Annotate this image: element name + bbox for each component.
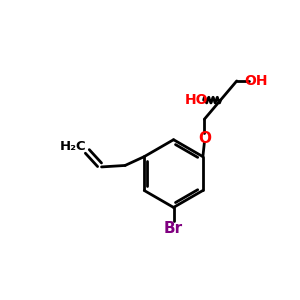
Text: H₂C: H₂C xyxy=(60,140,86,153)
Text: Br: Br xyxy=(164,221,183,236)
Text: OH: OH xyxy=(245,74,268,88)
Text: HO: HO xyxy=(185,93,208,107)
Text: O: O xyxy=(198,131,211,146)
